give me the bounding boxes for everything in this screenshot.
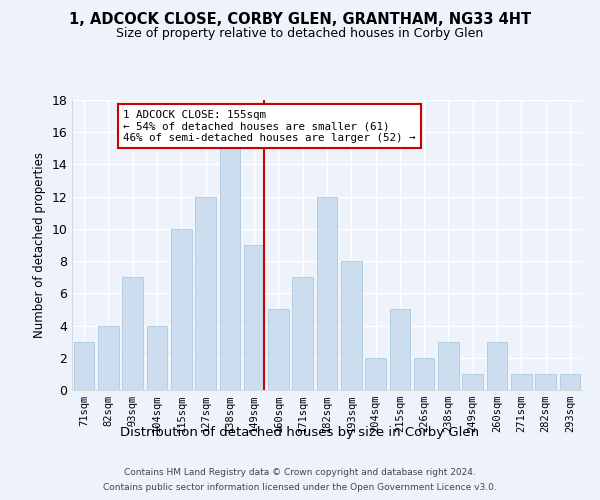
Bar	[463, 374, 483, 390]
Text: Contains public sector information licensed under the Open Government Licence v3: Contains public sector information licen…	[103, 483, 497, 492]
Bar	[414, 358, 434, 390]
Bar	[438, 342, 459, 390]
Bar	[220, 148, 240, 390]
Bar	[560, 374, 580, 390]
Bar	[98, 326, 119, 390]
Text: Distribution of detached houses by size in Corby Glen: Distribution of detached houses by size …	[121, 426, 479, 439]
Y-axis label: Number of detached properties: Number of detached properties	[33, 152, 46, 338]
Text: 1 ADCOCK CLOSE: 155sqm
← 54% of detached houses are smaller (61)
46% of semi-det: 1 ADCOCK CLOSE: 155sqm ← 54% of detached…	[123, 110, 415, 143]
Bar	[487, 342, 508, 390]
Bar	[146, 326, 167, 390]
Bar	[535, 374, 556, 390]
Bar	[511, 374, 532, 390]
Bar	[268, 310, 289, 390]
Bar	[244, 245, 265, 390]
Text: Contains HM Land Registry data © Crown copyright and database right 2024.: Contains HM Land Registry data © Crown c…	[124, 468, 476, 477]
Bar	[74, 342, 94, 390]
Bar	[292, 277, 313, 390]
Bar	[122, 277, 143, 390]
Text: Size of property relative to detached houses in Corby Glen: Size of property relative to detached ho…	[116, 28, 484, 40]
Bar	[171, 229, 191, 390]
Bar	[365, 358, 386, 390]
Text: 1, ADCOCK CLOSE, CORBY GLEN, GRANTHAM, NG33 4HT: 1, ADCOCK CLOSE, CORBY GLEN, GRANTHAM, N…	[69, 12, 531, 28]
Bar	[389, 310, 410, 390]
Bar	[195, 196, 216, 390]
Bar	[317, 196, 337, 390]
Bar	[341, 261, 362, 390]
